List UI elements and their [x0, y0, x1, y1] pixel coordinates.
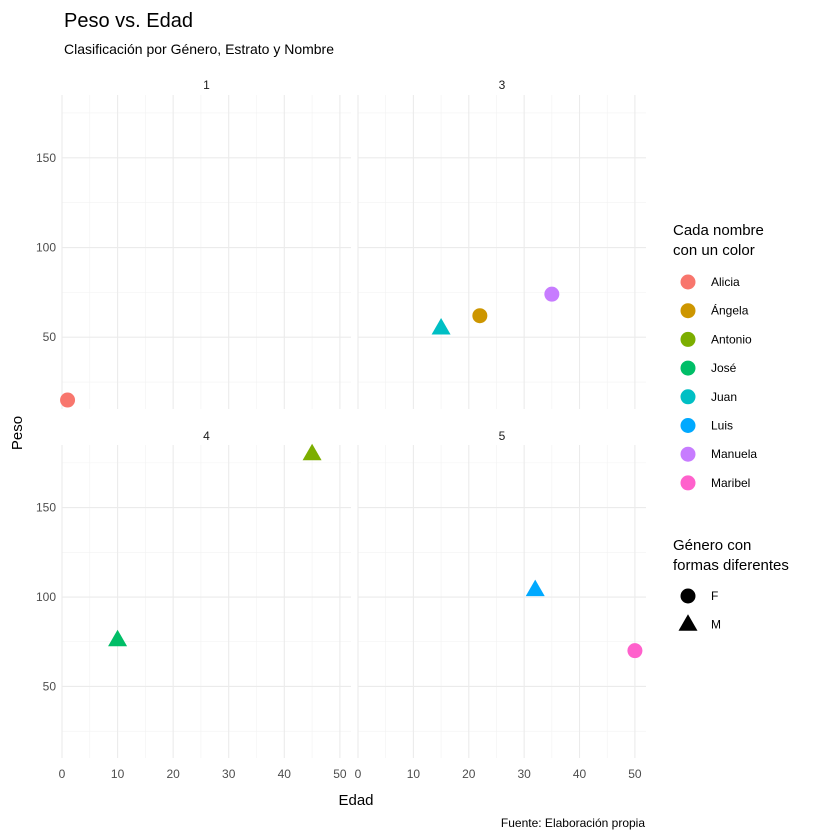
- legend-key-circle: [680, 389, 696, 405]
- legend-key-circle: [680, 418, 696, 433]
- facet-strip-label: 1: [203, 78, 210, 92]
- legend-label: José: [711, 361, 737, 375]
- legend-key-circle: [680, 274, 696, 290]
- facet-panel: 50 10 20 30 40 50: [355, 429, 646, 781]
- x-tick-label: 30: [517, 767, 531, 781]
- facet-strip-label: 5: [499, 429, 506, 443]
- x-tick-label: 30: [222, 767, 236, 781]
- data-point-triangle: [431, 318, 451, 335]
- legend-label: Maribel: [711, 476, 750, 490]
- legend-label: Manuela: [711, 447, 757, 461]
- legend-label: Antonio: [711, 332, 752, 346]
- chart-title: Peso vs. Edad: [64, 10, 193, 32]
- legend-label: Ángela: [711, 303, 749, 318]
- shape-legend-title: Género con: [673, 537, 751, 554]
- y-tick-label: 50: [43, 679, 57, 693]
- shape-legend-title: formas diferentes: [673, 557, 789, 574]
- legend-key-circle: [680, 475, 696, 491]
- data-point-triangle: [525, 579, 545, 597]
- y-tick-label: 150: [36, 501, 56, 515]
- x-tick-label: 20: [462, 767, 476, 781]
- legend-label: Alicia: [711, 275, 740, 289]
- y-tick-label: 100: [36, 241, 56, 255]
- legend-key-circle: [680, 331, 696, 347]
- y-tick-label: 150: [36, 151, 56, 165]
- legend-key-circle: [680, 588, 696, 604]
- color-legend: Cada nombre con un color Alicia Ángela Anto…: [673, 222, 764, 491]
- color-legend-title: Cada nombre: [673, 222, 764, 239]
- x-tick-label: 40: [278, 767, 292, 781]
- data-point-circle: [60, 392, 76, 408]
- legend-key-triangle: [678, 614, 698, 631]
- legend-label: M: [711, 618, 721, 632]
- facet-panel: 3: [357, 78, 646, 409]
- chart-caption: Fuente: Elaboración propia: [501, 816, 645, 830]
- data-point-circle: [544, 286, 560, 302]
- facet-strip-label: 3: [499, 78, 506, 92]
- legend-label: Juan: [711, 390, 737, 404]
- legend-key-circle: [680, 446, 696, 462]
- y-axis-title: Peso: [9, 416, 26, 450]
- x-tick-label: 50: [628, 767, 642, 781]
- legend-key-circle: [680, 303, 696, 319]
- data-point-circle: [472, 308, 488, 324]
- legend-key-circle: [680, 360, 696, 376]
- legend-label: F: [711, 589, 718, 603]
- x-tick-label: 10: [407, 767, 421, 781]
- shape-legend: Género con formas diferentes F M: [673, 537, 789, 632]
- x-axis-title: Edad: [338, 792, 373, 809]
- x-tick-label: 20: [166, 767, 180, 781]
- y-tick-label: 100: [36, 590, 56, 604]
- x-tick-label: 0: [355, 767, 362, 781]
- data-point-circle: [627, 643, 643, 659]
- color-legend-title: con un color: [673, 242, 755, 259]
- x-tick-label: 0: [59, 767, 66, 781]
- facet-panel: 4 50 100 150 0 10 20 30 40 50: [36, 429, 351, 781]
- facet-strip-label: 4: [203, 429, 210, 443]
- legend-label: Luis: [711, 419, 733, 433]
- x-tick-label: 10: [111, 767, 125, 781]
- x-tick-label: 40: [573, 767, 587, 781]
- y-tick-label: 50: [43, 330, 57, 344]
- x-tick-label: 50: [333, 767, 347, 781]
- data-point-triangle: [108, 629, 128, 647]
- data-point-triangle: [302, 443, 322, 461]
- chart-subtitle: Clasificación por Género, Estrato y Nomb…: [64, 41, 334, 57]
